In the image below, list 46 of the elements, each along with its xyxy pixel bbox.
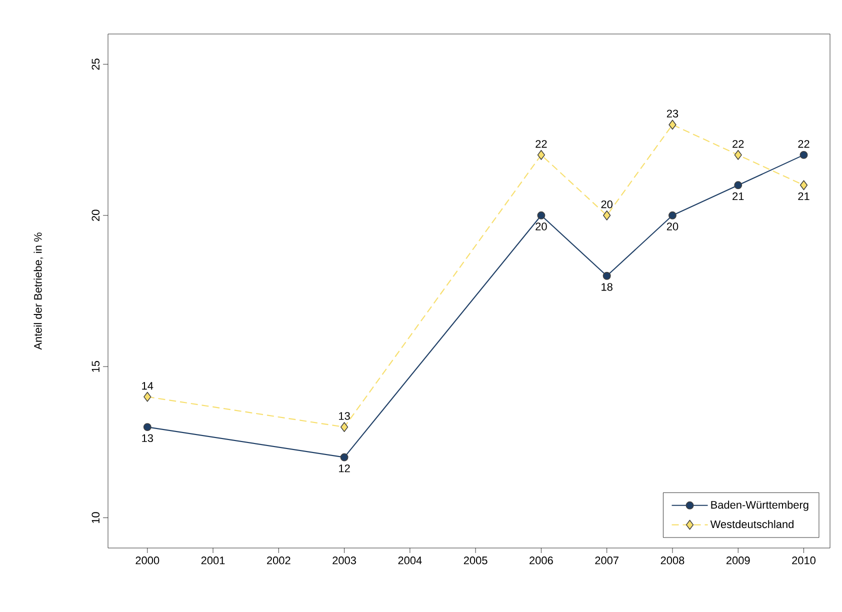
y-tick-label: 15	[92, 360, 100, 372]
x-tick-label: 2004	[398, 556, 422, 564]
legend-label: Baden-Württemberg	[711, 500, 808, 511]
x-tick-label: 2000	[136, 556, 160, 564]
x-tick-label: 2001	[201, 556, 225, 564]
x-tick-label: 2008	[660, 556, 684, 564]
data-label: 13	[142, 434, 153, 442]
data-label: 14	[142, 382, 154, 390]
data-label: 21	[732, 192, 744, 200]
point	[537, 150, 546, 160]
point	[144, 392, 152, 402]
x-tick-label: 2005	[464, 556, 488, 564]
point	[143, 423, 152, 432]
x-tick-label: 2009	[726, 556, 750, 564]
data-label: 12	[339, 464, 350, 472]
point	[602, 272, 611, 280]
y-axis-title: Anteil der Betriebe, in %	[34, 232, 44, 350]
data-label: 22	[798, 140, 810, 148]
x-tick-label: 2010	[792, 556, 816, 564]
point	[537, 211, 546, 220]
y-tick-label: 10	[92, 512, 100, 524]
data-label: 23	[666, 110, 678, 118]
data-label: 13	[339, 412, 350, 420]
point	[668, 211, 676, 220]
data-label: 22	[536, 140, 547, 148]
x-tick-label: 2002	[267, 556, 290, 564]
data-label: 20	[536, 222, 547, 230]
data-label: 20	[601, 200, 612, 208]
point	[603, 210, 611, 220]
point	[340, 453, 348, 462]
point	[800, 150, 808, 159]
legend-label: Westdeutschland	[710, 520, 794, 528]
y-tick-label: 25	[92, 58, 100, 70]
y-tick-label: 20	[92, 210, 100, 221]
point	[800, 180, 808, 190]
data-label: 18	[602, 283, 612, 291]
point	[668, 120, 676, 130]
data-label: 21	[798, 192, 810, 200]
point	[734, 150, 742, 160]
point	[734, 181, 742, 190]
point	[340, 422, 348, 432]
x-tick-label: 2007	[595, 556, 618, 564]
x-tick-label: 2003	[332, 556, 356, 564]
data-label: 22	[732, 140, 744, 148]
x-tick-label: 2006	[530, 556, 553, 564]
data-label: 20	[666, 222, 678, 230]
